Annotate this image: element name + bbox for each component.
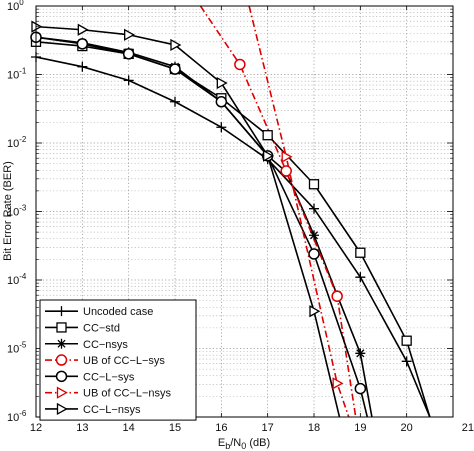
x-tick-label: 14 — [123, 422, 135, 434]
circle-marker — [169, 63, 181, 75]
circle-marker — [354, 382, 367, 395]
y-tick-label: 10-4 — [7, 272, 27, 287]
asterisk-marker — [56, 338, 67, 349]
x-tick-label: 13 — [76, 422, 88, 434]
plus-marker — [170, 96, 180, 107]
legend-entry-label: CC−nsys — [83, 339, 128, 351]
triangle-marker — [77, 23, 89, 36]
grid — [36, 6, 453, 417]
legend-entry-label: CC−L−sys — [83, 371, 135, 383]
circle-marker — [55, 370, 68, 383]
asterisk-marker — [309, 230, 319, 241]
circle-marker — [331, 290, 343, 302]
marker-group — [30, 20, 412, 395]
circle-marker — [122, 48, 135, 60]
series-line — [248, 6, 350, 417]
y-tick-label: 100 — [7, 0, 24, 13]
plus-marker — [216, 122, 227, 133]
triangle-marker — [281, 150, 293, 163]
square-marker — [308, 179, 320, 190]
x-tick-label: 12 — [30, 422, 42, 434]
plus-marker — [77, 61, 88, 72]
triangle-marker — [309, 305, 321, 318]
plus-marker — [56, 306, 67, 317]
x-axis-label: Eb/N0 (dB) — [218, 437, 270, 451]
series-line — [36, 41, 431, 417]
circle-marker — [234, 58, 246, 71]
x-tick-label: 20 — [401, 422, 413, 434]
y-tick-label: 10-2 — [7, 135, 27, 150]
triangle-marker — [124, 28, 136, 41]
series-line — [199, 6, 357, 417]
circle-marker — [215, 96, 228, 108]
triangle-marker — [56, 386, 68, 399]
series-line — [36, 25, 341, 417]
circle-marker — [308, 248, 320, 260]
triangle-marker — [170, 38, 182, 52]
square-marker — [355, 247, 366, 258]
series-line — [36, 56, 431, 417]
square-marker — [56, 322, 67, 333]
x-tick-label: 21 — [462, 422, 474, 434]
triangle-marker — [56, 402, 68, 416]
y-tick-label: 10-3 — [7, 204, 27, 219]
plus-marker — [401, 356, 412, 367]
asterisk-marker — [355, 348, 366, 359]
circle-marker — [55, 354, 68, 366]
x-tick-label: 17 — [262, 422, 274, 434]
triangle-marker — [263, 149, 275, 162]
x-tick-label: 16 — [215, 422, 227, 434]
square-marker — [401, 335, 412, 346]
plus-marker — [355, 272, 366, 283]
legend: Uncoded case CC−std CC−nsys UB of CC−L−sys C… — [39, 299, 197, 421]
y-tick-label: 10-1 — [7, 67, 27, 82]
legend-entry-label: UB of CC−L−sys — [83, 355, 165, 367]
plus-marker — [123, 75, 134, 86]
square-marker — [262, 130, 273, 141]
y-tick-label: 10-5 — [7, 341, 27, 356]
triangle-marker — [332, 377, 344, 390]
legend-entry-label: Uncoded case — [83, 306, 153, 318]
y-axis-label: Bit Error Rate (BER) — [2, 161, 14, 261]
x-tick-label: 15 — [169, 422, 181, 434]
y-tick-label: 10-6 — [7, 409, 27, 424]
legend-entry-label: CC−L−nsys — [83, 404, 141, 416]
circle-marker — [280, 165, 292, 177]
legend-entry-label: UB of CC−L−nsys — [83, 388, 172, 400]
legend-entry-label: CC−std — [83, 322, 120, 334]
circle-marker — [76, 38, 89, 50]
x-tick-label: 19 — [354, 422, 366, 434]
axes: 12 13 14 15 16 17 18 19 20 21 100 10-1 10-2 10-3 10-4 1… — [7, 0, 474, 434]
triangle-marker — [216, 76, 228, 90]
x-tick-label: 18 — [308, 422, 320, 434]
plus-marker — [309, 203, 319, 214]
